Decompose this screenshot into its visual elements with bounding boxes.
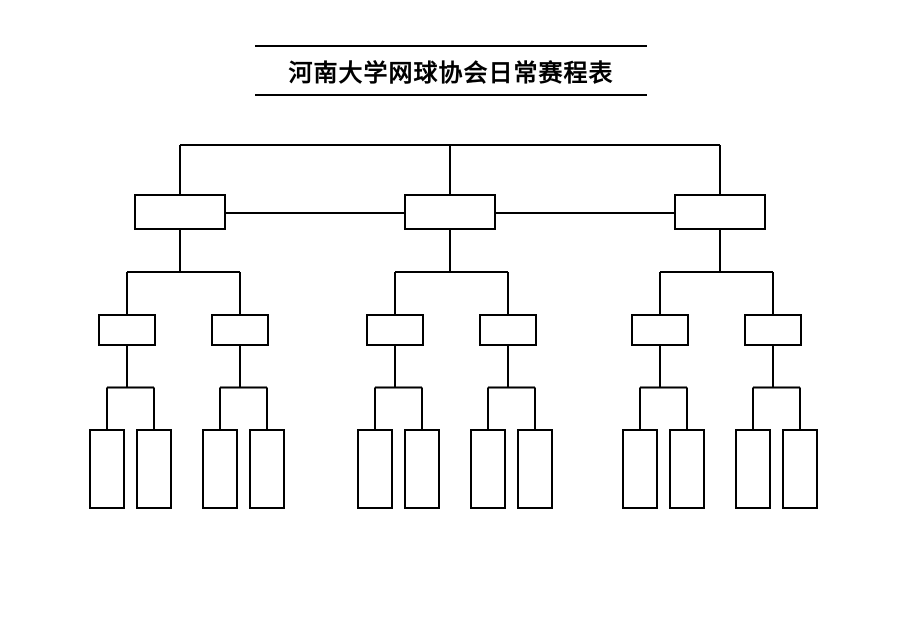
leaf-node — [471, 430, 505, 508]
leaf-node — [670, 430, 704, 508]
leaf-node — [137, 430, 171, 508]
leaf-node — [623, 430, 657, 508]
leaf-node — [203, 430, 237, 508]
leaf-node — [250, 430, 284, 508]
leaf-node — [736, 430, 770, 508]
quarterfinal-node — [367, 315, 423, 345]
leaf-node — [358, 430, 392, 508]
leaf-node — [90, 430, 124, 508]
bracket-diagram — [0, 0, 901, 635]
semifinal-node — [135, 195, 225, 229]
leaf-node — [783, 430, 817, 508]
leaf-node — [405, 430, 439, 508]
quarterfinal-node — [632, 315, 688, 345]
bracket-container: 河南大学网球协会日常赛程表 — [0, 0, 901, 635]
quarterfinal-node — [99, 315, 155, 345]
quarterfinal-node — [480, 315, 536, 345]
quarterfinal-node — [745, 315, 801, 345]
leaf-node — [518, 430, 552, 508]
quarterfinal-node — [212, 315, 268, 345]
semifinal-node — [405, 195, 495, 229]
semifinal-node — [675, 195, 765, 229]
